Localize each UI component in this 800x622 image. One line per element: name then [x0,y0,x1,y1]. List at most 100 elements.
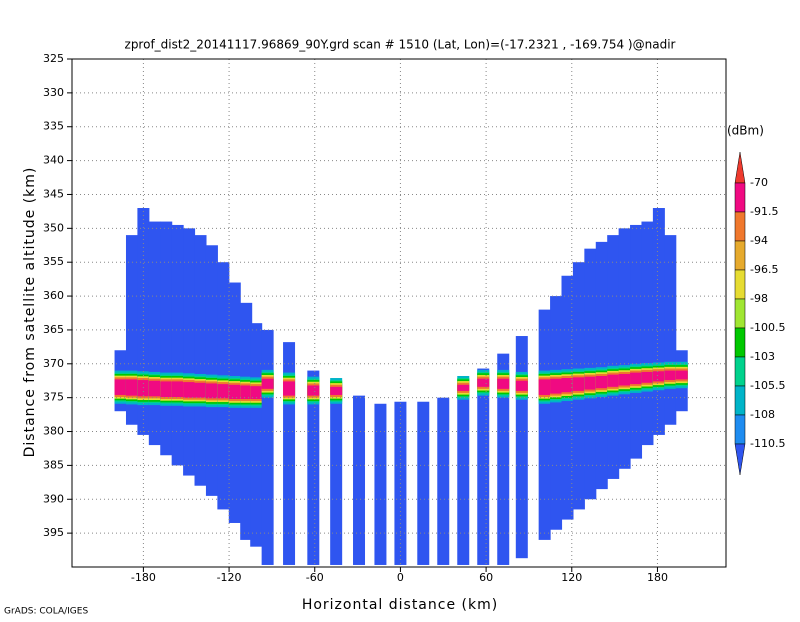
colorbar-label: -100.5 [750,321,785,334]
colorbar-segment [734,182,746,213]
column [283,342,296,565]
y-tick-label: 380 [43,425,64,438]
column [515,336,528,559]
y-tick-label: 330 [43,86,64,99]
credit: GrADS: COLA/IGES [4,607,88,617]
colorbar-segment [734,356,746,387]
y-axis-label: Distance from satellite altitude (km) [22,167,38,458]
chart-title: zprof_dist2_20141117.96869_90Y.grd scan … [125,38,676,52]
echo-core [561,378,574,393]
echo-core [607,374,620,387]
echo-core [652,371,665,382]
echo-core [572,377,585,391]
x-tick-label: 120 [561,571,582,584]
colorbar-label: -103 [750,350,775,363]
y-tick-label: 375 [43,391,64,404]
x-tick-label: 0 [397,571,404,584]
echo-core [618,373,631,386]
echo-core [664,370,677,381]
colorbar-segment [734,327,746,358]
y-tick-label: 370 [43,357,64,370]
column [417,401,430,565]
colorbar-segment [734,298,746,329]
column [240,302,253,540]
echo-core [114,379,127,395]
echo-core [641,371,654,383]
echo-core [675,370,688,380]
echo-core [584,376,597,390]
echo-core [630,372,643,385]
x-axis-label: Horizontal distance (km) [302,597,498,613]
colorbar-label: -105.5 [750,379,785,392]
column [250,323,263,547]
echo-core [250,386,263,400]
column [641,221,654,446]
y-tick-label: 350 [43,221,64,234]
echo-core [171,381,184,397]
echo-core [183,382,196,398]
echo-core [497,378,510,389]
colorbar-segment [734,443,746,476]
y-tick-label: 340 [43,154,64,167]
colorbar-label: -91.5 [750,205,778,218]
column [618,228,631,469]
colorbar-segment [734,240,746,271]
echo-core [595,375,608,389]
colorbar-label: -96.5 [750,263,778,276]
y-tick-label: 395 [43,526,64,539]
field [114,208,688,565]
colorbar-label: -94 [750,234,768,247]
column [374,403,387,565]
column [261,329,274,565]
column [607,235,620,479]
echo-core [550,378,563,394]
colorbar-label: -110.5 [750,437,785,450]
colorbar-unit: (dBm) [727,124,764,138]
echo-core [205,383,218,399]
column [160,221,173,456]
x-tick-label: -180 [131,571,156,584]
column [477,368,490,565]
echo-core [261,378,274,389]
y-tick-label: 335 [43,120,64,133]
y-tick-label: 360 [43,289,64,302]
column [437,397,450,565]
column [630,224,643,459]
column [171,224,184,466]
column [353,395,366,565]
x-tick-label: -120 [217,571,242,584]
x-tick-label: -60 [306,571,324,584]
column [538,309,551,540]
colorbar-segment [734,414,746,445]
echo-core [330,386,343,395]
colorbar-label: -108 [750,408,775,421]
column [194,235,207,486]
column [330,384,343,565]
y-tick-label: 365 [43,323,64,336]
y-tick-label: 355 [43,255,64,268]
colorbar-segment [734,269,746,300]
column [137,208,150,435]
column [125,235,138,425]
echo-core [194,382,207,398]
echo-core [148,380,161,397]
echo-core [307,385,320,396]
column [550,296,563,530]
axes: 325 330 335 340 345 350 355 360 365 370 375 380 385 3… [43,52,727,584]
column [148,221,161,446]
echo-core [457,384,470,391]
echo-core [160,381,173,397]
y-tick-label: 385 [43,458,64,471]
y-tick-label: 390 [43,492,64,505]
colorbar-label: -70 [750,176,768,189]
colorbar-segment [734,385,746,416]
column [205,245,218,496]
column [497,353,510,565]
echo-core [240,385,253,400]
column [183,228,196,476]
column [307,370,320,565]
echo-core [137,380,150,397]
echo-core [228,384,241,400]
plot-frame [71,58,727,568]
y-tick-label: 345 [43,187,64,200]
